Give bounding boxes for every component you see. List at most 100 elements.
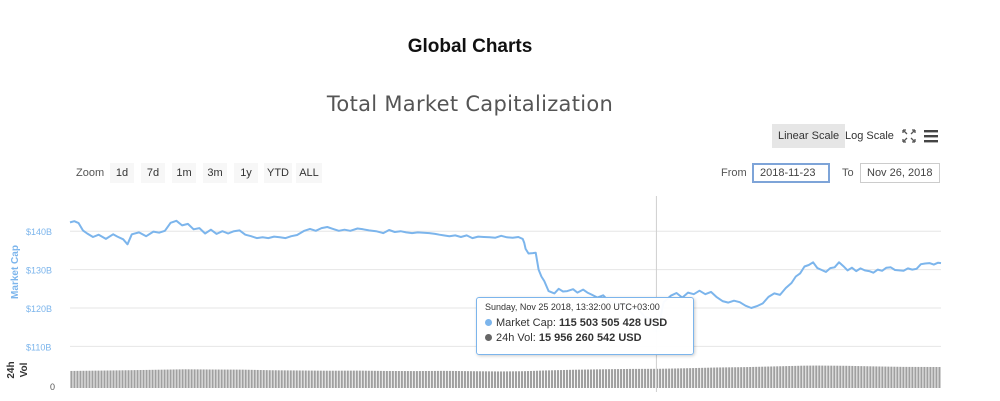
volume-bar: [160, 369, 163, 388]
volume-bar: [869, 366, 872, 388]
volume-bar: [785, 366, 788, 388]
volume-bar: [409, 371, 412, 388]
to-label: To: [842, 167, 854, 179]
volume-bar: [556, 370, 560, 388]
volume-bar: [508, 371, 512, 388]
volume-bar: [76, 370, 79, 388]
volume-bar: [466, 371, 469, 388]
volume-bar: [565, 369, 569, 388]
volume-bar: [851, 365, 854, 388]
to-date-input[interactable]: [860, 163, 940, 183]
volume-bar: [496, 371, 499, 388]
volume-bar: [325, 370, 328, 388]
volume-bar: [836, 365, 839, 388]
volume-bar: [839, 365, 842, 388]
volume-bar: [199, 369, 202, 388]
volume-bar: [73, 370, 76, 388]
volume-bar: [538, 370, 542, 388]
volume-bar: [142, 369, 145, 388]
volume-bar: [782, 366, 785, 388]
volume-bar: [472, 371, 475, 388]
volume-bar: [109, 370, 112, 388]
volume-bar: [475, 371, 478, 388]
volume-bar: [638, 368, 641, 388]
volume-bar: [304, 370, 307, 388]
fullscreen-icon[interactable]: [901, 128, 917, 144]
volume-bar: [319, 370, 322, 388]
zoom-7d-button[interactable]: 7d: [141, 163, 165, 183]
linear-scale-button[interactable]: Linear Scale: [772, 124, 846, 148]
volume-bar: [890, 366, 893, 388]
volume-bar: [253, 369, 256, 388]
volume-bar: [490, 371, 493, 388]
volume-bar: [187, 369, 190, 388]
volume-bar: [809, 365, 812, 388]
from-date-input[interactable]: [752, 163, 830, 183]
volume-bar: [247, 369, 250, 388]
zoom-1y-button[interactable]: 1y: [234, 163, 258, 183]
volume-bar: [758, 366, 761, 388]
volume-bar: [674, 368, 677, 388]
volume-bar: [334, 370, 337, 388]
volume-bar: [298, 370, 301, 388]
volume-bar: [650, 368, 653, 388]
volume-bar: [532, 370, 536, 388]
volume-bar: [505, 371, 509, 388]
volume-bar: [340, 370, 343, 388]
volume-bar: [520, 371, 524, 388]
volume-bar: [791, 365, 794, 388]
volume-bar: [716, 367, 719, 388]
zoom-all-button[interactable]: ALL: [296, 163, 322, 183]
volume-bar: [130, 370, 133, 388]
volume-bar: [412, 371, 415, 388]
volume-bar: [283, 370, 286, 388]
volume-bar: [605, 369, 608, 388]
volume-bar: [79, 370, 82, 388]
zoom-1m-button[interactable]: 1m: [172, 163, 196, 183]
volume-bar: [932, 366, 935, 388]
zoom-1d-button[interactable]: 1d: [110, 163, 134, 183]
volume-bar: [571, 369, 575, 388]
market-cap-dot-icon: [485, 319, 492, 326]
chart-tooltip: Sunday, Nov 25 2018, 13:32:00 UTC+03:00 …: [476, 297, 694, 355]
volume-bar: [544, 370, 548, 388]
volume-bar: [812, 365, 815, 388]
volume-bar: [553, 370, 557, 388]
volume-bar: [683, 368, 686, 388]
volume-bar: [722, 367, 725, 388]
volume-bar: [710, 367, 713, 388]
volume-bar: [355, 370, 358, 388]
volume-bar: [695, 367, 698, 388]
volume-bar: [899, 366, 902, 388]
volume-bar: [689, 368, 692, 388]
volume-bar: [896, 366, 899, 388]
menu-icon[interactable]: [923, 128, 939, 144]
zoom-ytd-button[interactable]: YTD: [264, 163, 292, 183]
volume-bar: [196, 369, 199, 388]
volume-bar: [343, 370, 346, 388]
volume-bar: [815, 365, 818, 388]
volume-bar: [761, 366, 764, 388]
volume-bar: [701, 367, 704, 388]
volume-bar: [316, 370, 319, 388]
volume-bar: [887, 366, 890, 388]
volume-bar: [614, 369, 617, 388]
volume-bar: [719, 367, 722, 388]
volume-bar: [373, 370, 376, 388]
volume-bar: [731, 367, 734, 388]
volume-bar: [725, 367, 728, 388]
volume-bar: [178, 369, 181, 388]
log-scale-button[interactable]: Log Scale: [845, 130, 894, 142]
zoom-3m-button[interactable]: 3m: [203, 163, 227, 183]
volume-bar: [842, 365, 845, 388]
volume-bar: [448, 370, 451, 388]
tooltip-market-cap-value: 115 503 505 428 USD: [558, 317, 668, 329]
volume-bar: [926, 366, 929, 388]
volume-bar: [863, 366, 866, 388]
volume-bar: [286, 370, 289, 388]
volume-bar: [241, 369, 244, 388]
volume-bar: [259, 370, 262, 388]
volume-bar: [397, 371, 400, 388]
volume-bar: [385, 370, 388, 388]
